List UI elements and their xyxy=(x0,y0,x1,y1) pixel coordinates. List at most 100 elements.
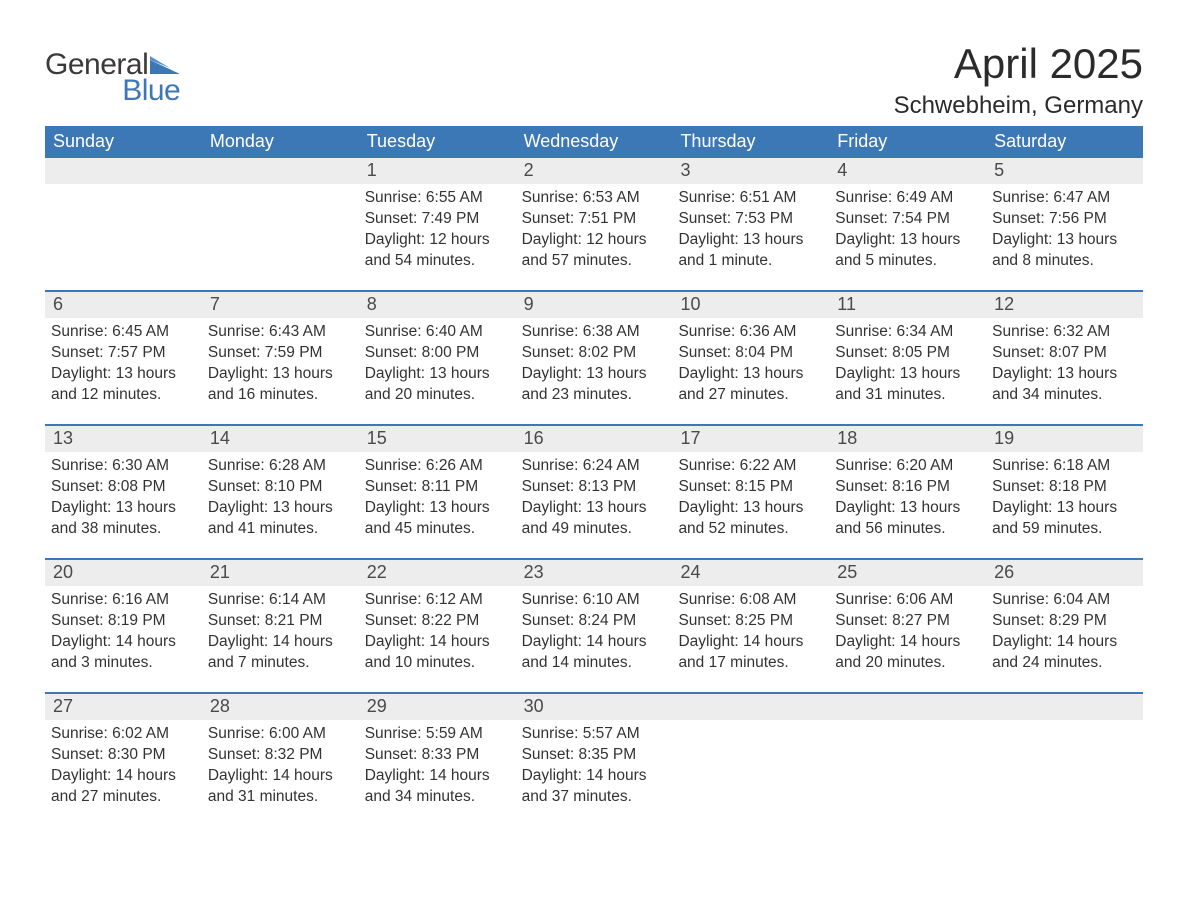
day-sunrise: Sunrise: 6:20 AM xyxy=(835,456,978,477)
day-cell xyxy=(829,694,986,826)
day-sunrise: Sunrise: 6:30 AM xyxy=(51,456,194,477)
day-cell: 20Sunrise: 6:16 AMSunset: 8:19 PMDayligh… xyxy=(45,560,202,692)
day-number-bar: 13 xyxy=(45,426,202,452)
day-number-bar: 17 xyxy=(672,426,829,452)
day-daylight1: Daylight: 13 hours xyxy=(522,498,665,519)
weekday-header-row: SundayMondayTuesdayWednesdayThursdayFrid… xyxy=(45,126,1143,158)
day-sunset: Sunset: 8:11 PM xyxy=(365,477,508,498)
day-sunrise: Sunrise: 6:00 AM xyxy=(208,724,351,745)
day-number: 21 xyxy=(210,562,230,582)
weekday-header-cell: Saturday xyxy=(986,126,1143,158)
day-sunset: Sunset: 8:16 PM xyxy=(835,477,978,498)
day-daylight1: Daylight: 13 hours xyxy=(51,498,194,519)
day-cell: 22Sunrise: 6:12 AMSunset: 8:22 PMDayligh… xyxy=(359,560,516,692)
weekday-header-cell: Friday xyxy=(829,126,986,158)
day-daylight1: Daylight: 12 hours xyxy=(522,230,665,251)
day-sunrise: Sunrise: 6:06 AM xyxy=(835,590,978,611)
day-number: 10 xyxy=(680,294,700,314)
day-sunrise: Sunrise: 6:16 AM xyxy=(51,590,194,611)
day-body: Sunrise: 6:34 AMSunset: 8:05 PMDaylight:… xyxy=(829,318,986,406)
day-number-bar: 15 xyxy=(359,426,516,452)
day-sunset: Sunset: 8:24 PM xyxy=(522,611,665,632)
day-number-bar: 28 xyxy=(202,694,359,720)
day-daylight2: and 1 minute. xyxy=(678,251,821,272)
day-daylight1: Daylight: 13 hours xyxy=(835,498,978,519)
day-sunrise: Sunrise: 6:12 AM xyxy=(365,590,508,611)
page-title: April 2025 xyxy=(894,40,1143,88)
day-daylight2: and 8 minutes. xyxy=(992,251,1135,272)
day-body: Sunrise: 6:28 AMSunset: 8:10 PMDaylight:… xyxy=(202,452,359,540)
day-daylight1: Daylight: 14 hours xyxy=(365,766,508,787)
day-daylight1: Daylight: 14 hours xyxy=(51,766,194,787)
day-sunset: Sunset: 8:27 PM xyxy=(835,611,978,632)
day-sunset: Sunset: 8:25 PM xyxy=(678,611,821,632)
day-sunrise: Sunrise: 6:14 AM xyxy=(208,590,351,611)
day-number-bar xyxy=(202,158,359,184)
day-daylight2: and 31 minutes. xyxy=(208,787,351,808)
day-cell: 8Sunrise: 6:40 AMSunset: 8:00 PMDaylight… xyxy=(359,292,516,424)
day-number-bar: 2 xyxy=(516,158,673,184)
day-sunset: Sunset: 8:22 PM xyxy=(365,611,508,632)
week-row: 13Sunrise: 6:30 AMSunset: 8:08 PMDayligh… xyxy=(45,424,1143,558)
day-cell: 26Sunrise: 6:04 AMSunset: 8:29 PMDayligh… xyxy=(986,560,1143,692)
day-daylight1: Daylight: 13 hours xyxy=(365,498,508,519)
day-daylight1: Daylight: 13 hours xyxy=(992,498,1135,519)
day-number-bar: 22 xyxy=(359,560,516,586)
day-body: Sunrise: 6:16 AMSunset: 8:19 PMDaylight:… xyxy=(45,586,202,674)
day-daylight2: and 17 minutes. xyxy=(678,653,821,674)
day-cell: 14 Sunrise: 6:28 AMSunset: 8:10 PMDayligh… xyxy=(202,426,359,558)
day-daylight2: and 52 minutes. xyxy=(678,519,821,540)
day-body: Sunrise: 5:57 AMSunset: 8:35 PMDaylight:… xyxy=(516,720,673,808)
day-sunset: Sunset: 8:00 PM xyxy=(365,343,508,364)
day-number-bar: 20 xyxy=(45,560,202,586)
day-sunset: Sunset: 7:54 PM xyxy=(835,209,978,230)
week-row: 20Sunrise: 6:16 AMSunset: 8:19 PMDayligh… xyxy=(45,558,1143,692)
day-number: 26 xyxy=(994,562,1014,582)
day-number-bar xyxy=(45,158,202,184)
page-subtitle: Schwebheim, Germany xyxy=(894,92,1143,120)
day-sunset: Sunset: 8:02 PM xyxy=(522,343,665,364)
day-number-bar: 7 xyxy=(202,292,359,318)
day-number: 7 xyxy=(210,294,220,314)
day-daylight2: and 27 minutes. xyxy=(51,787,194,808)
day-number: 17 xyxy=(680,428,700,448)
day-sunrise: Sunrise: 6:40 AM xyxy=(365,322,508,343)
day-daylight1: Daylight: 13 hours xyxy=(365,364,508,385)
day-sunrise: Sunrise: 6:26 AM xyxy=(365,456,508,477)
day-number: 28 xyxy=(210,696,230,716)
day-number: 5 xyxy=(994,160,1004,180)
day-number-bar: 18 xyxy=(829,426,986,452)
week-row: 1Sunrise: 6:55 AMSunset: 7:49 PMDaylight… xyxy=(45,158,1143,290)
day-sunrise: Sunrise: 6:08 AM xyxy=(678,590,821,611)
day-sunset: Sunset: 8:07 PM xyxy=(992,343,1135,364)
day-body: Sunrise: 6:22 AMSunset: 8:15 PMDaylight:… xyxy=(672,452,829,540)
day-daylight2: and 41 minutes. xyxy=(208,519,351,540)
weekday-header-cell: Sunday xyxy=(45,126,202,158)
day-sunrise: Sunrise: 6:34 AM xyxy=(835,322,978,343)
day-body: Sunrise: 6:53 AMSunset: 7:51 PMDaylight:… xyxy=(516,184,673,272)
day-daylight2: and 27 minutes. xyxy=(678,385,821,406)
day-sunset: Sunset: 8:35 PM xyxy=(522,745,665,766)
day-cell: 24Sunrise: 6:08 AMSunset: 8:25 PMDayligh… xyxy=(672,560,829,692)
day-cell: 11Sunrise: 6:34 AMSunset: 8:05 PMDayligh… xyxy=(829,292,986,424)
day-number-bar: 21 xyxy=(202,560,359,586)
day-daylight1: Daylight: 14 hours xyxy=(51,632,194,653)
day-sunrise: Sunrise: 6:43 AM xyxy=(208,322,351,343)
day-cell xyxy=(45,158,202,290)
day-cell: 13Sunrise: 6:30 AMSunset: 8:08 PMDayligh… xyxy=(45,426,202,558)
day-body: Sunrise: 6:36 AMSunset: 8:04 PMDaylight:… xyxy=(672,318,829,406)
day-daylight1: Daylight: 13 hours xyxy=(835,230,978,251)
day-number: 14 xyxy=(210,428,230,448)
day-number: 15 xyxy=(367,428,387,448)
day-cell: 19Sunrise: 6:18 AMSunset: 8:18 PMDayligh… xyxy=(986,426,1143,558)
day-number: 9 xyxy=(524,294,534,314)
day-daylight2: and 37 minutes. xyxy=(522,787,665,808)
day-body: Sunrise: 6:08 AMSunset: 8:25 PMDaylight:… xyxy=(672,586,829,674)
weekday-header-cell: Monday xyxy=(202,126,359,158)
day-cell: 28Sunrise: 6:00 AMSunset: 8:32 PMDayligh… xyxy=(202,694,359,826)
day-body: Sunrise: 5:59 AMSunset: 8:33 PMDaylight:… xyxy=(359,720,516,808)
day-number-bar: 3 xyxy=(672,158,829,184)
day-body: Sunrise: 6:26 AMSunset: 8:11 PMDaylight:… xyxy=(359,452,516,540)
day-sunset: Sunset: 8:33 PM xyxy=(365,745,508,766)
day-number-bar: 30 xyxy=(516,694,673,720)
